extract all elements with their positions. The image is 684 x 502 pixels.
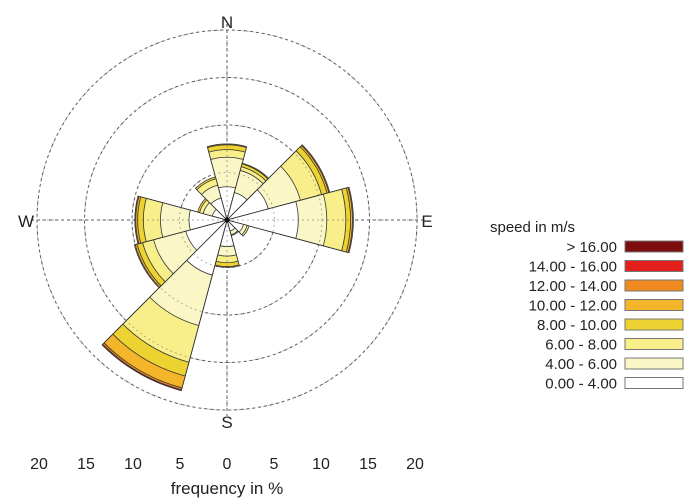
grid-ring-overlay [84, 77, 370, 363]
wind-sector [101, 218, 228, 392]
legend-label: 10.00 - 12.00 [529, 298, 617, 315]
legend-swatch [624, 357, 684, 370]
direction-label-east: E [421, 212, 432, 231]
wind-sector [225, 219, 250, 237]
tick-label: 20 [30, 456, 48, 473]
wind-sector [133, 219, 229, 289]
tick-label: 0 [223, 456, 232, 473]
center-dot [224, 217, 230, 223]
legend-label: 14.00 - 16.00 [529, 259, 617, 276]
legend-swatch [624, 338, 684, 350]
legend-items: > 16.00 14.00 - 16.00 12.00 - 14.00 10.00 -… [529, 239, 684, 393]
legend-label: 12.00 - 14.00 [529, 278, 617, 295]
wind-sectors [101, 143, 354, 392]
wind-sector [226, 162, 270, 222]
legend-swatch [624, 240, 684, 253]
x-axis-title: frequency in % [171, 479, 283, 498]
legend: speed in m/s > 16.00 14.00 - 16.00 12.00 -… [490, 219, 684, 393]
grid-ring-overlay [179, 172, 275, 268]
legend-label: > 16.00 [567, 239, 617, 256]
legend-swatch [624, 279, 684, 292]
frequency-axis-ticks: 20 15 10 5 0 5 10 15 20 [30, 456, 424, 473]
tick-label: 15 [359, 456, 377, 473]
wind-sector [194, 176, 228, 222]
grid-overlay [36, 29, 418, 411]
legend-swatch [624, 260, 684, 272]
tick-label: 10 [124, 456, 142, 473]
wind-sector [206, 143, 248, 222]
legend-swatch [624, 377, 684, 389]
speed-bin-segment [225, 219, 245, 233]
legend-swatch [624, 299, 684, 311]
direction-label-west: W [18, 212, 34, 231]
tick-label: 5 [270, 456, 279, 473]
legend-label: 0.00 - 4.00 [545, 376, 617, 393]
tick-label: 15 [77, 456, 95, 473]
legend-label: 8.00 - 10.00 [537, 317, 617, 334]
speed-bin-segment [210, 197, 228, 222]
tick-label: 20 [406, 456, 424, 473]
legend-title: speed in m/s [490, 219, 575, 236]
tick-label: 10 [312, 456, 330, 473]
legend-label: 6.00 - 8.00 [545, 337, 617, 354]
legend-label: 4.00 - 6.00 [545, 356, 617, 373]
direction-label-south: S [221, 413, 232, 432]
tick-label: 5 [176, 456, 185, 473]
legend-swatch [624, 318, 684, 331]
direction-label-north: N [221, 13, 233, 32]
